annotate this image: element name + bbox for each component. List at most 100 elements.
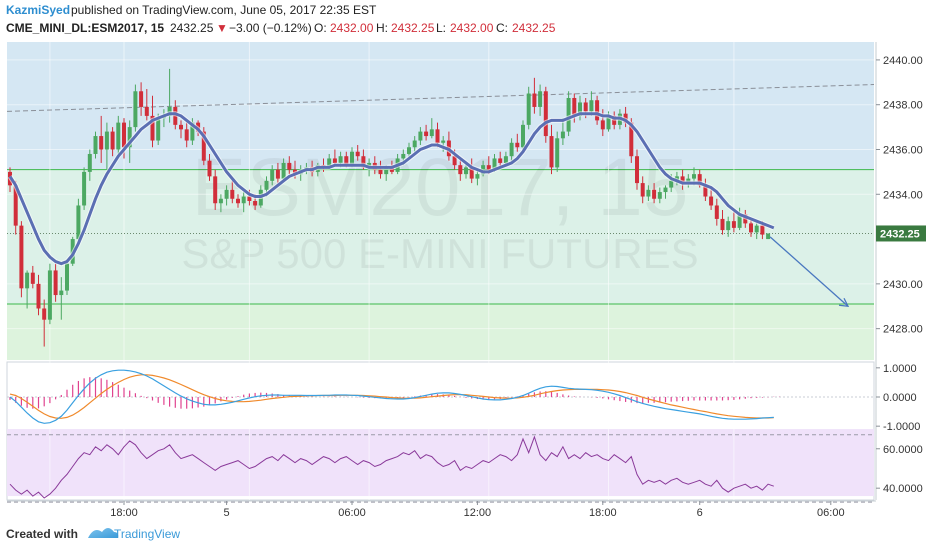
candle <box>230 180 235 204</box>
candle-body <box>680 176 685 184</box>
candle <box>663 185 668 199</box>
price-tick-label: 2430.00 <box>883 279 923 291</box>
candle-body <box>99 136 104 150</box>
candle-body <box>589 100 594 112</box>
rsi-tick-label: 60.0000 <box>883 444 923 456</box>
candle <box>680 169 685 190</box>
candle-body <box>150 115 155 141</box>
candle-body <box>253 201 258 206</box>
moving-average-line <box>8 112 775 266</box>
candle-body <box>509 142 514 157</box>
macd-line <box>9 369 774 424</box>
candle <box>213 169 218 210</box>
candle-body <box>361 156 366 168</box>
candle-body <box>13 185 18 226</box>
candle <box>424 124 429 141</box>
upper-trendline <box>6 84 875 112</box>
candle <box>720 209 725 235</box>
candle-body <box>139 91 144 107</box>
candle-body <box>104 131 109 150</box>
time-tick-label: 06:00 <box>338 507 366 519</box>
candle-body <box>464 167 468 175</box>
candle <box>526 86 531 130</box>
candle <box>709 187 714 210</box>
candle <box>429 118 434 139</box>
author-name[interactable]: KazmiSyed <box>6 3 70 17</box>
high-value: 2432.25 <box>391 21 435 35</box>
time-tick-label: 12:00 <box>464 507 492 519</box>
candle <box>104 122 109 170</box>
candle-body <box>281 162 286 179</box>
candle <box>458 158 463 181</box>
candle <box>766 233 771 240</box>
tradingview-logo-icon <box>88 528 119 538</box>
macd-signal-line <box>9 374 774 419</box>
candle <box>19 221 24 298</box>
candle-body <box>424 131 429 137</box>
candle-body <box>766 233 771 240</box>
candle <box>509 138 514 161</box>
candle <box>515 133 520 152</box>
candle <box>412 136 417 152</box>
candle <box>270 165 275 186</box>
rsi-line <box>9 435 774 499</box>
candle <box>521 120 525 150</box>
candle-body <box>663 187 668 193</box>
candle <box>87 149 92 181</box>
candle-body <box>549 136 554 168</box>
candle-body <box>640 183 645 197</box>
candle-body <box>93 136 98 154</box>
created-with-text: Created with <box>6 527 78 541</box>
rsi-band <box>7 429 874 497</box>
close-value: 2432.25 <box>512 21 556 35</box>
candle-body <box>652 189 657 199</box>
candle <box>549 124 554 175</box>
open-value: 2432.00 <box>330 21 374 35</box>
candle-body <box>355 151 360 157</box>
candle-body <box>726 221 731 231</box>
candle <box>47 263 52 325</box>
candle-body <box>247 196 252 201</box>
candle-body <box>429 129 434 137</box>
candle-body <box>241 196 246 204</box>
macd-layer <box>9 369 781 424</box>
candle <box>640 176 645 204</box>
candle-body <box>412 140 417 148</box>
candle <box>657 187 662 204</box>
candle-body <box>156 118 161 141</box>
candle-body <box>435 129 440 143</box>
candle <box>543 86 548 143</box>
candle-body <box>87 153 92 172</box>
macd-tick-label: 0.0000 <box>883 392 917 404</box>
brand-name[interactable]: TradingView <box>114 527 180 541</box>
low-value: 2432.00 <box>450 21 494 35</box>
candle-body <box>526 93 531 125</box>
candle <box>703 178 708 201</box>
candle <box>731 212 736 233</box>
open-label: O: <box>314 21 327 35</box>
candle <box>332 149 337 166</box>
candle-body <box>82 171 87 206</box>
candle-body <box>344 156 349 166</box>
candle <box>144 89 149 121</box>
candle <box>635 149 639 190</box>
candle-body <box>714 205 719 219</box>
candle-body <box>498 158 503 163</box>
candle <box>469 158 474 184</box>
candle <box>566 91 571 137</box>
close-label: C: <box>496 21 508 35</box>
current-price-tag-label: 2432.25 <box>880 228 920 240</box>
rsi-tick-label: 40.0000 <box>883 483 923 495</box>
candle-body <box>184 129 189 141</box>
symbol-line: CME_MINI_DL:ESM2017, 15 2432.25 ▼ −3.00 … <box>6 21 556 35</box>
candle-body <box>521 124 525 148</box>
candle-body <box>133 91 138 128</box>
candle <box>287 156 292 175</box>
grid <box>7 42 874 503</box>
candle <box>595 95 600 125</box>
candle <box>179 120 183 139</box>
candle-body <box>629 122 634 157</box>
candle-body <box>515 142 520 148</box>
candle <box>726 216 731 237</box>
candle-body <box>270 169 275 181</box>
